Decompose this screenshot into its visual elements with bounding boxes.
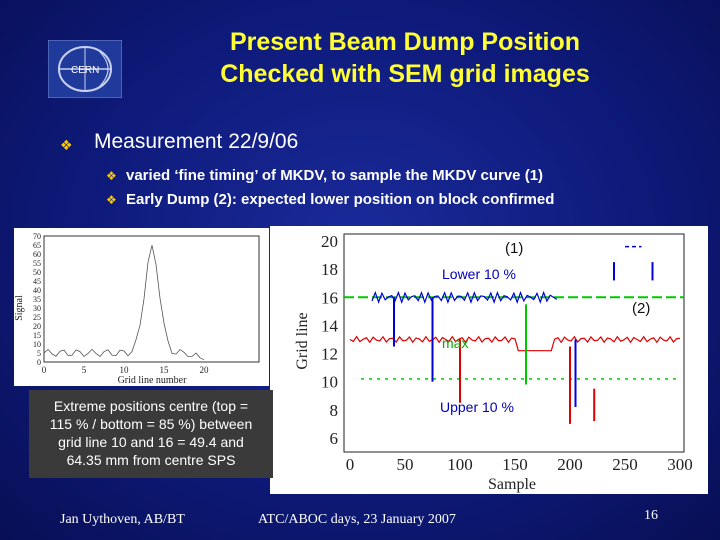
left-xtick-label: 15	[160, 365, 170, 375]
red-trace	[349, 335, 681, 352]
right-xtick-label: 0	[346, 455, 355, 474]
right-ytick-label: 14	[321, 316, 339, 335]
left-ytick-label: 55	[33, 259, 41, 268]
right-ytick-label: 18	[321, 260, 338, 279]
page-number: 16	[644, 508, 658, 523]
annotation-max: max	[442, 335, 468, 351]
left-xlabel: Grid line number	[118, 375, 188, 386]
note-line-1: Extreme positions centre (top =	[53, 398, 249, 414]
grid-line-vs-sample-plot: 6 8 10 12 14 16 18 20 0 50 100 150 200 250 300 Grid l…	[270, 226, 708, 494]
sub-bullet-text: varied ‘fine timing’ of MKDV, to sample …	[126, 167, 544, 184]
footer-event: ATC/ABOC days, 23 January 2007	[258, 512, 456, 527]
right-xtick-label: 150	[502, 455, 528, 474]
right-xtick-label: 100	[447, 455, 473, 474]
left-ytick-label: 15	[33, 331, 41, 340]
left-ytick-label: 70	[33, 232, 41, 241]
left-ylabel: Signal	[14, 295, 25, 321]
left-xtick-label: 5	[82, 365, 87, 375]
note-line-4: 64.35 mm from centre SPS	[66, 452, 236, 468]
left-ytick-label: 60	[33, 250, 41, 259]
annotation-lower: Lower 10 %	[442, 266, 516, 282]
blue-trace	[371, 290, 558, 305]
sub-bullet-marker-icon: ❖	[106, 193, 117, 207]
right-xtick-label: 50	[397, 455, 414, 474]
left-ytick-label: 45	[33, 277, 41, 286]
left-ytick-label: 35	[33, 295, 41, 304]
right-xtick-label: 200	[557, 455, 583, 474]
title-line-2: Checked with SEM grid images	[220, 60, 590, 88]
left-ytick-label: 0	[37, 358, 41, 367]
note-line-3: grid line 10 and 16 = 49.4 and	[58, 434, 244, 450]
main-bullet-text: Measurement 22/9/06	[94, 130, 299, 153]
left-ytick-label: 10	[33, 340, 41, 349]
bullet-marker-icon: ❖	[60, 137, 73, 153]
left-xtick-label: 10	[120, 365, 130, 375]
left-xtick-label: 0	[42, 365, 47, 375]
sub-bullet-text: Early Dump (2): expected lower position …	[126, 191, 555, 208]
left-ytick-label: 5	[37, 349, 41, 358]
right-xtick-label: 300	[667, 455, 693, 474]
right-xtick-label: 250	[612, 455, 638, 474]
logo-text: CERN	[71, 65, 99, 76]
annotation-early: (2)	[632, 300, 650, 317]
right-ytick-label: 16	[321, 288, 338, 307]
left-ytick-label: 30	[33, 304, 41, 313]
sub-bullet-marker-icon: ❖	[106, 169, 117, 183]
title-line-1: Present Beam Dump Position	[229, 28, 581, 56]
left-ytick-label: 40	[33, 286, 41, 295]
left-ytick-label: 65	[33, 241, 41, 250]
right-ytick-label: 10	[321, 373, 338, 392]
note-box: Extreme positions centre (top = 115 % / …	[29, 390, 273, 478]
left-xtick-label: 20	[200, 365, 210, 375]
annotation-upper: Upper 10 %	[440, 399, 514, 415]
right-ylabel: Grid line	[294, 312, 311, 369]
left-ytick-label: 20	[33, 322, 41, 331]
cern-logo: CERN	[48, 40, 122, 98]
left-ytick-label: 25	[33, 313, 41, 322]
right-ytick-label: 20	[321, 232, 338, 251]
right-ytick-label: 8	[330, 401, 339, 420]
right-xlabel: Sample	[488, 476, 536, 493]
left-ytick-label: 50	[33, 268, 41, 277]
right-ytick-label: 12	[321, 345, 338, 364]
right-ytick-label: 6	[330, 429, 339, 448]
annotation-curve1: (1)	[505, 240, 523, 257]
slide-title: Present Beam Dump Position Checked with …	[180, 26, 630, 90]
note-line-2: 115 % / bottom = 85 %) between	[49, 416, 253, 432]
footer-author: Jan Uythoven, AB/BT	[60, 512, 185, 527]
